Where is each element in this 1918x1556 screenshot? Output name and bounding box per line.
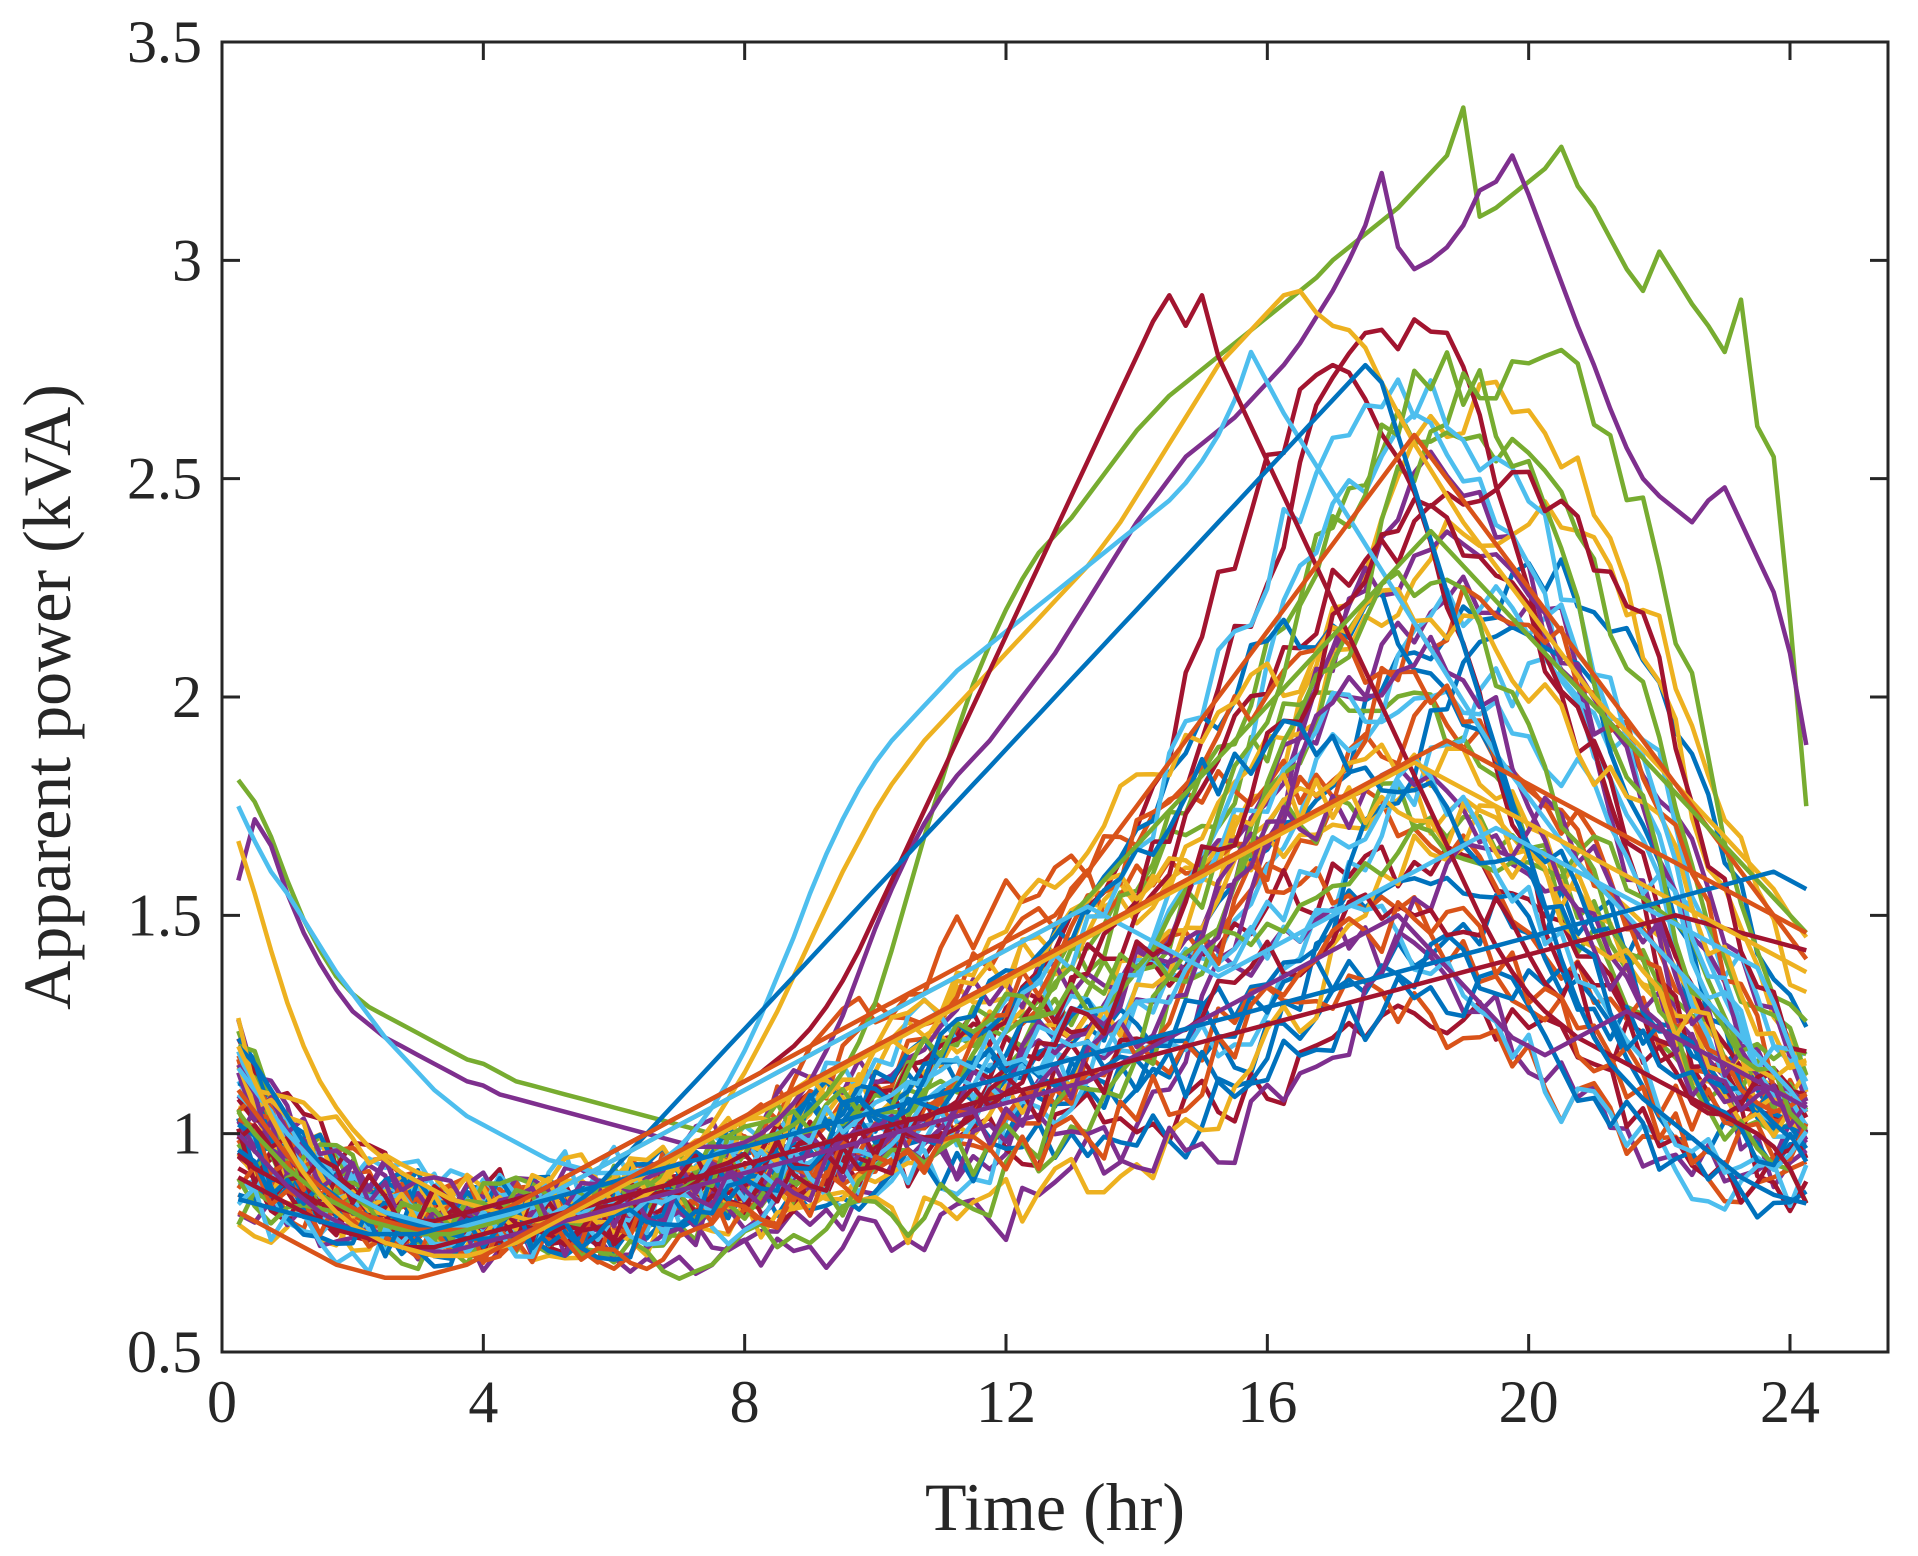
series-layer bbox=[236, 105, 1809, 1281]
x-tick-label: 16 bbox=[1237, 1369, 1297, 1435]
y-tick-label: 0.5 bbox=[127, 1319, 202, 1385]
load-profile-line bbox=[236, 569, 1809, 1249]
y-axis-label: Apparent power (kVA) bbox=[9, 384, 85, 1010]
load-profile-line bbox=[236, 825, 1809, 1228]
load-profile-line bbox=[237, 869, 1808, 1237]
load-profile-line bbox=[236, 469, 1807, 1238]
tick-layer: 0 4 8 12 16 20 24 0.5 1 1.5 2 2.5 3 3.5 bbox=[127, 9, 1888, 1435]
x-tick-label: 0 bbox=[207, 1369, 237, 1435]
x-tick-label: 24 bbox=[1760, 1369, 1820, 1435]
y-tick-label: 1.5 bbox=[127, 882, 202, 948]
x-axis-label: Time (hr) bbox=[925, 1469, 1185, 1545]
load-profile-line bbox=[236, 293, 1809, 1224]
y-tick-label: 1 bbox=[172, 1101, 202, 1167]
load-profile-line bbox=[236, 349, 1809, 1176]
load-profile-line bbox=[236, 153, 1809, 1150]
x-tick-label: 8 bbox=[730, 1369, 760, 1435]
x-tick-label: 12 bbox=[976, 1369, 1036, 1435]
x-tick-label: 4 bbox=[468, 1369, 498, 1435]
load-profile-line bbox=[236, 586, 1807, 1216]
y-tick-label: 3 bbox=[172, 227, 202, 293]
load-profile-line bbox=[236, 913, 1808, 1254]
y-tick-label: 2 bbox=[172, 664, 202, 730]
load-profile-line bbox=[237, 738, 1808, 1281]
y-tick-label: 3.5 bbox=[127, 9, 202, 75]
y-tick-label: 2.5 bbox=[127, 446, 202, 512]
load-profile-line bbox=[236, 634, 1809, 1235]
load-profile-line bbox=[236, 105, 1809, 1141]
x-tick-label: 20 bbox=[1499, 1369, 1559, 1435]
load-profile-line bbox=[237, 913, 1807, 1250]
